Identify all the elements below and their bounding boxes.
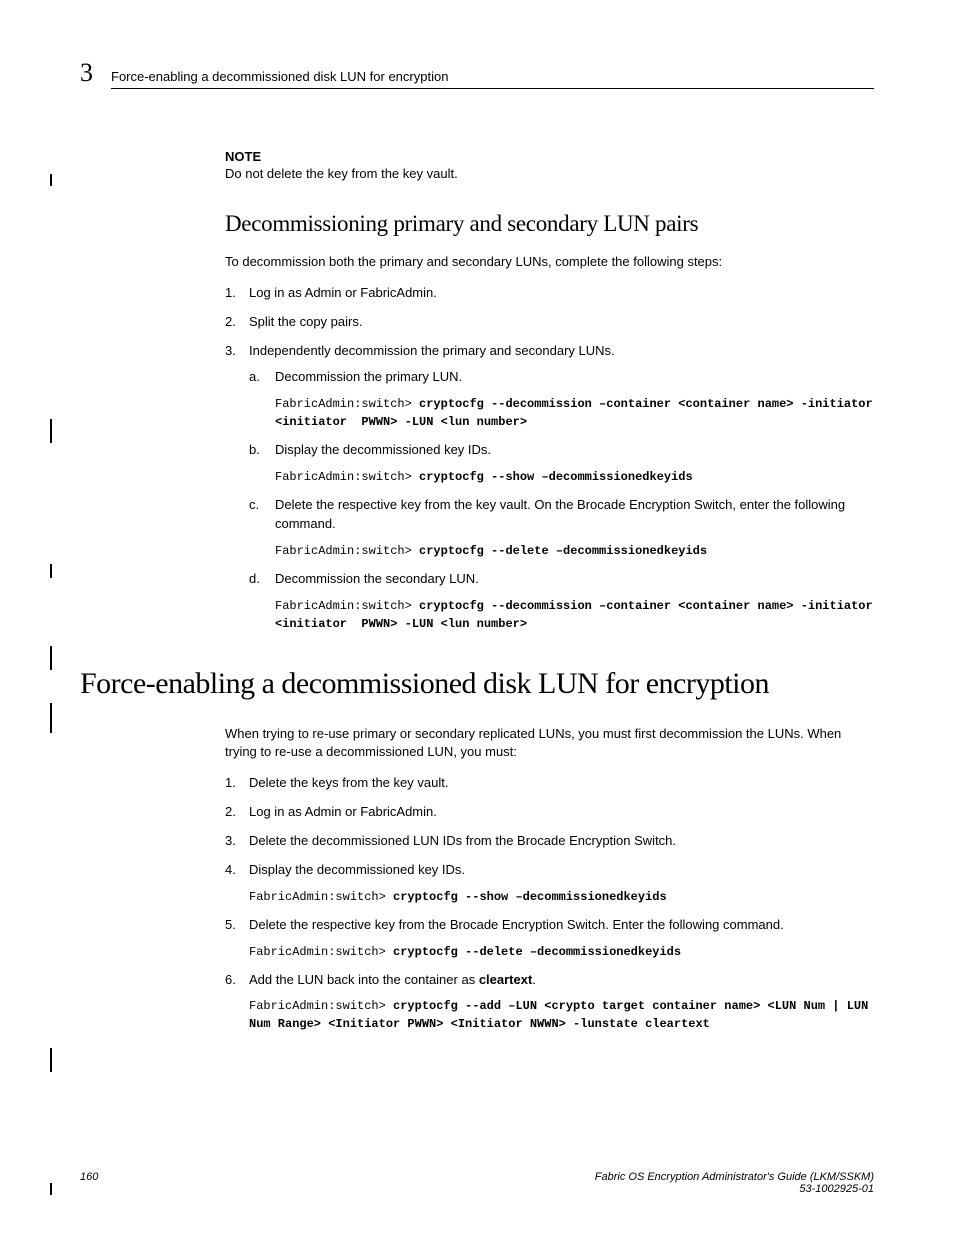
list-item: Delete the decommissioned LUN IDs from t…: [225, 832, 874, 851]
code-block: FabricAdmin:switch> cryptocfg --show –de…: [249, 888, 874, 906]
cmd-prompt: FabricAdmin:switch>: [249, 890, 393, 904]
list-item: Add the LUN back into the container as c…: [225, 971, 874, 1034]
step-text: Delete the respective key from the Broca…: [249, 917, 784, 932]
section-intro: To decommission both the primary and sec…: [225, 253, 874, 272]
code-block: FabricAdmin:switch> cryptocfg --decommis…: [275, 597, 874, 633]
revision-bar: [50, 703, 52, 733]
substep-text: Decommission the primary LUN.: [275, 369, 462, 384]
alpha-list: Decommission the primary LUN. FabricAdmi…: [249, 368, 874, 632]
list-item: Display the decommissioned key IDs. Fabr…: [225, 861, 874, 906]
page-header: 3 Force-enabling a decommissioned disk L…: [80, 60, 874, 89]
list-item: Log in as Admin or FabricAdmin.: [225, 803, 874, 822]
revision-bar: [50, 1183, 52, 1195]
list-item: Display the decommissioned key IDs. Fabr…: [249, 441, 874, 486]
numbered-list: Delete the keys from the key vault. Log …: [225, 774, 874, 1033]
cmd-prompt: FabricAdmin:switch>: [275, 470, 419, 484]
revision-bar: [50, 174, 52, 186]
cmd-text: cryptocfg --show –decommissionedkeyids: [419, 470, 693, 484]
list-item: Independently decommission the primary a…: [225, 342, 874, 633]
list-item: Delete the respective key from the key v…: [249, 496, 874, 560]
substep-text: Decommission the secondary LUN.: [275, 571, 479, 586]
list-item-text: Independently decommission the primary a…: [249, 343, 615, 358]
code-block: FabricAdmin:switch> cryptocfg --decommis…: [275, 395, 874, 431]
page-footer: 160 Fabric OS Encryption Administrator's…: [80, 1171, 874, 1195]
revision-bar: [50, 564, 52, 578]
list-item: Decommission the primary LUN. FabricAdmi…: [249, 368, 874, 431]
running-header: Force-enabling a decommissioned disk LUN…: [111, 69, 874, 89]
step-text-pre: Add the LUN back into the container as: [249, 972, 479, 987]
cmd-text: cryptocfg --delete –decommissionedkeyids: [393, 945, 681, 959]
substep-text: Display the decommissioned key IDs.: [275, 442, 491, 457]
cmd-prompt: FabricAdmin:switch>: [275, 544, 419, 558]
section-intro: When trying to re-use primary or seconda…: [225, 725, 874, 763]
page: 3 Force-enabling a decommissioned disk L…: [0, 0, 954, 1235]
note-text: Do not delete the key from the key vault…: [225, 166, 874, 181]
code-block: FabricAdmin:switch> cryptocfg --delete –…: [249, 943, 874, 961]
list-item: Decommission the secondary LUN. FabricAd…: [249, 570, 874, 633]
content-area: NOTE Do not delete the key from the key …: [225, 149, 874, 1033]
page-number: 160: [80, 1171, 98, 1195]
revision-bar: [50, 646, 52, 670]
list-item: Delete the keys from the key vault.: [225, 774, 874, 793]
cmd-prompt: FabricAdmin:switch>: [275, 397, 419, 411]
cmd-prompt: FabricAdmin:switch>: [249, 999, 393, 1013]
note-label: NOTE: [225, 149, 874, 164]
section-heading: Decommissioning primary and secondary LU…: [225, 211, 874, 237]
numbered-list: Log in as Admin or FabricAdmin. Split th…: [225, 284, 874, 633]
step-text: Display the decommissioned key IDs.: [249, 862, 465, 877]
step-text-post: .: [532, 972, 536, 987]
code-block: FabricAdmin:switch> cryptocfg --show –de…: [275, 468, 874, 486]
footer-right: Fabric OS Encryption Administrator's Gui…: [595, 1171, 874, 1195]
revision-bar: [50, 1048, 52, 1072]
step-text-bold: cleartext: [479, 972, 532, 987]
cmd-text: cryptocfg --delete –decommissionedkeyids: [419, 544, 707, 558]
footer-title: Fabric OS Encryption Administrator's Gui…: [595, 1171, 874, 1183]
list-item: Delete the respective key from the Broca…: [225, 916, 874, 961]
chapter-number: 3: [80, 60, 93, 86]
code-block: FabricAdmin:switch> cryptocfg --delete –…: [275, 542, 874, 560]
cmd-prompt: FabricAdmin:switch>: [249, 945, 393, 959]
substep-text: Delete the respective key from the key v…: [275, 497, 845, 531]
revision-bar: [50, 419, 52, 443]
code-block: FabricAdmin:switch> cryptocfg --add –LUN…: [249, 997, 874, 1033]
main-heading: Force-enabling a decommissioned disk LUN…: [80, 667, 874, 701]
footer-docnum: 53-1002925-01: [799, 1183, 874, 1195]
cmd-prompt: FabricAdmin:switch>: [275, 599, 419, 613]
cmd-text: cryptocfg --show –decommissionedkeyids: [393, 890, 667, 904]
list-item: Log in as Admin or FabricAdmin.: [225, 284, 874, 303]
list-item: Split the copy pairs.: [225, 313, 874, 332]
